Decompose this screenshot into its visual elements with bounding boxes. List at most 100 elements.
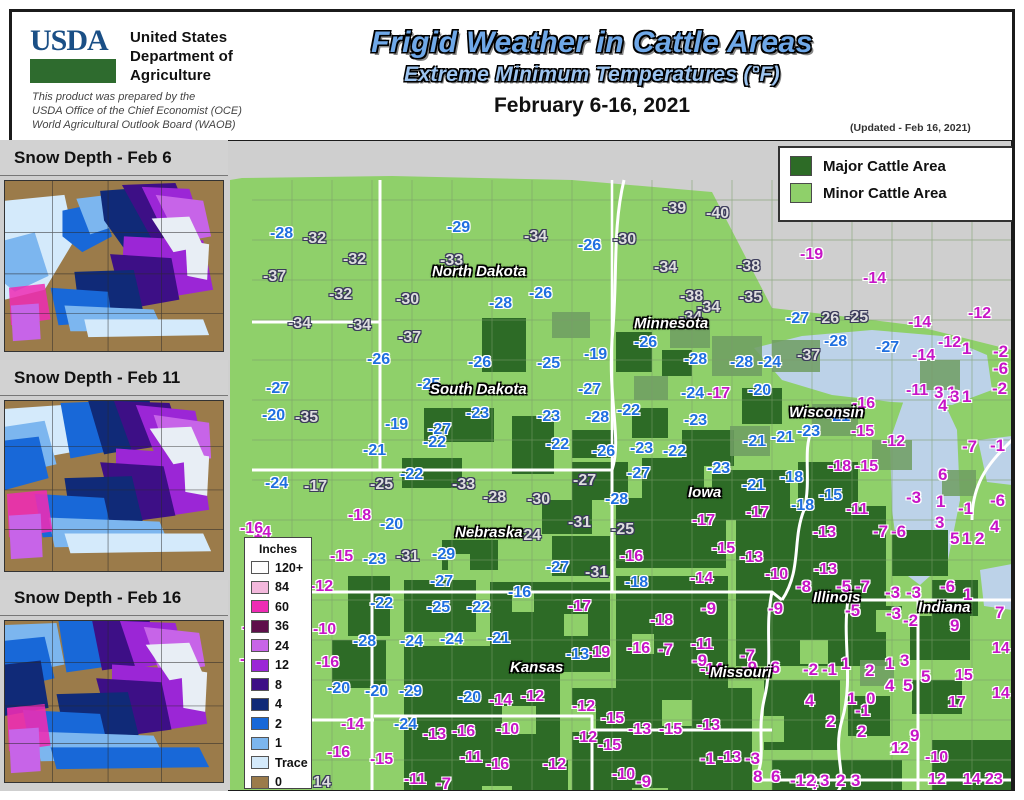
temperature-value-label: -25: [370, 476, 394, 493]
temperature-value-label: 5: [903, 676, 913, 695]
temperature-value-label: -13: [697, 717, 721, 734]
temperature-value-label: 9: [910, 726, 920, 745]
inches-swatch: [251, 775, 269, 789]
inches-swatch: [251, 756, 269, 770]
temperature-value-label: -28: [489, 295, 513, 312]
temperature-value-label: -15: [712, 540, 736, 557]
temperature-value-label: -15: [659, 721, 683, 738]
temperature-value-label: 23: [985, 771, 1003, 788]
temperature-value-label: -3: [745, 749, 761, 768]
temperature-value-label: -12: [938, 334, 962, 351]
temperature-value-label: -18: [828, 458, 852, 475]
temperature-value-label: -10: [925, 749, 949, 766]
state-name-label: Wisconsin: [789, 404, 864, 421]
temperature-value-label: 1: [963, 585, 973, 604]
temperature-value-label: -34: [348, 317, 372, 334]
temperature-value-label: -17: [746, 504, 770, 521]
temperature-value-label: -26: [468, 354, 492, 371]
temperature-value-label: -16: [627, 640, 651, 657]
temperature-value-label: -12: [543, 756, 567, 773]
inches-label: 1: [275, 736, 282, 751]
temperature-value-label: 1: [885, 654, 895, 673]
inches-label: 84: [275, 580, 289, 595]
title-date-range: February 6-16, 2021: [493, 94, 691, 117]
temperature-value-label: -10: [496, 721, 520, 738]
temperature-value-label: -22: [546, 436, 570, 453]
temperature-value-label: -22: [400, 466, 424, 483]
temperature-value-label: -20: [262, 407, 286, 424]
preparer-line1: This product was prepared by the: [32, 91, 196, 103]
temperature-value-label: -32: [343, 251, 367, 268]
temperature-value-label: -20: [327, 680, 351, 697]
usda-logo: USDA: [30, 26, 118, 83]
inches-swatch: [251, 561, 269, 575]
temperature-value-label: -38: [737, 258, 761, 275]
temperature-value-label: -10: [313, 621, 337, 638]
temperature-value-label: -3: [906, 583, 922, 602]
page-header: USDA United States Department of Agricul…: [12, 12, 1012, 140]
major-cattle-label: Major Cattle Area: [823, 157, 946, 175]
temperature-value-label: -6: [990, 491, 1006, 510]
inches-label: 24: [275, 638, 289, 653]
temperature-value-label: -23: [537, 408, 561, 425]
snow-depth-panel-feb6[interactable]: Snow Depth - Feb 6: [0, 140, 228, 360]
page-title: Frigid Weather in Cattle Areas Extreme M…: [312, 26, 872, 118]
state-name-label: Kansas: [510, 659, 564, 676]
temperature-value-label: 2: [865, 661, 875, 680]
preparer-credit: This product was prepared by the USDA Of…: [32, 90, 242, 132]
temperature-value-label: -23: [684, 412, 708, 429]
temperature-value-label: 8: [753, 767, 763, 786]
temperature-value-label: -24: [758, 354, 782, 371]
snow-depth-panel-feb11[interactable]: Snow Depth - Feb 11: [0, 360, 228, 580]
temperature-value-label: -13: [814, 561, 838, 578]
temperature-value-label: -14: [908, 314, 932, 331]
temperature-value-label: -34: [654, 259, 678, 276]
temperature-value-label: -38: [680, 288, 704, 305]
temperature-value-label: -21: [827, 408, 851, 425]
temperature-value-label: 1: [962, 387, 972, 406]
temperature-value-label: -18: [348, 507, 372, 524]
temperature-value-label: -31: [585, 564, 609, 581]
temperature-value-label: -35: [295, 409, 319, 426]
snow-panel-title-feb6: Snow Depth - Feb 6: [0, 140, 228, 176]
inches-legend-row: 2: [251, 714, 305, 734]
temperature-value-label: -7: [436, 774, 452, 791]
temperature-value-label: -22: [423, 434, 447, 451]
temperature-value-label: -25: [611, 521, 635, 538]
temperature-value-label: 3: [935, 513, 945, 532]
temperature-value-label: -31: [568, 514, 592, 531]
temperature-value-label: -29: [432, 546, 456, 563]
temperature-value-label: -21: [487, 630, 511, 647]
minor-cattle-label: Minor Cattle Area: [823, 184, 947, 202]
temperature-value-label: -37: [398, 329, 422, 346]
temperature-value-label: -14: [248, 524, 272, 541]
temperature-value-label: -17: [707, 385, 731, 402]
temperature-value-label: 4: [938, 396, 948, 415]
temperature-value-label: -18: [625, 574, 649, 591]
temperature-value-label: 4: [885, 676, 895, 695]
temperature-value-label: -27: [578, 381, 602, 398]
temperature-value-label: -9: [742, 658, 758, 677]
temperature-value-label: -16: [316, 654, 340, 671]
temperature-value-label: -20: [365, 683, 389, 700]
temperature-value-label: 3: [851, 771, 861, 790]
snow-panel-title-feb16: Snow Depth - Feb 16: [0, 580, 228, 616]
temperature-value-label: -34: [288, 315, 312, 332]
temperature-value-label: -10: [612, 766, 636, 783]
temperature-value-label: -13: [628, 721, 652, 738]
temperature-value-label: -15: [370, 751, 394, 768]
temperature-value-label: -1: [958, 499, 974, 518]
temperature-value-label: -17: [568, 598, 592, 615]
temperature-value-label: -23: [797, 423, 821, 440]
temperature-value-label: 4: [805, 691, 815, 710]
state-name-label: Iowa: [688, 484, 722, 501]
temperature-value-label: -26: [529, 285, 553, 302]
snow-depth-panel-feb16[interactable]: Snow Depth - Feb 16: [0, 580, 228, 791]
temperature-value-label: -9: [768, 599, 784, 618]
inches-legend-row: 12: [251, 656, 305, 676]
temperature-value-label: 14: [313, 774, 331, 791]
snow-depth-image-feb6: [4, 180, 224, 352]
temperature-value-label: -39: [663, 200, 687, 217]
temperature-value-label: -14: [863, 270, 887, 287]
temperature-value-label: -12: [521, 688, 545, 705]
